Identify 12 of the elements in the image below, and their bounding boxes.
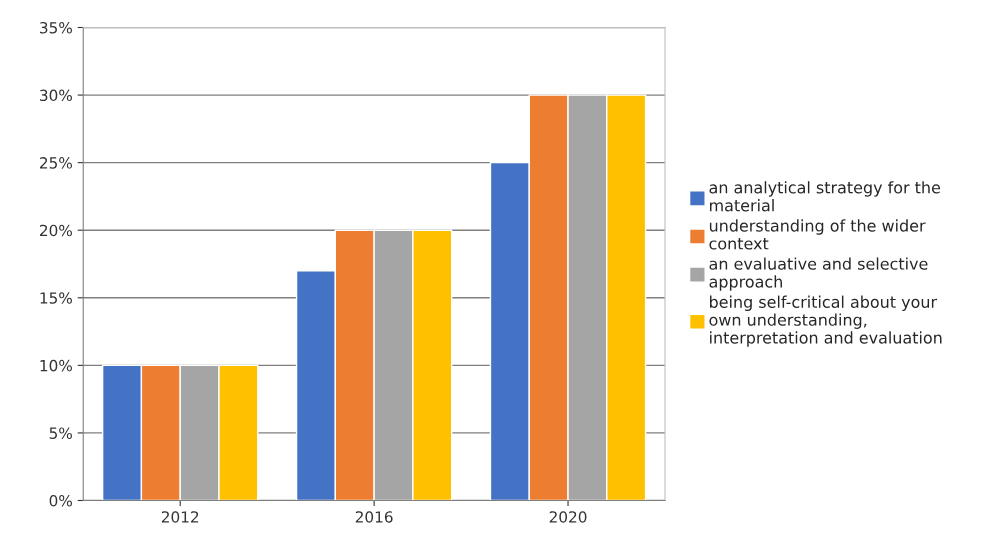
y-tick-label: 20% [39, 224, 72, 237]
x-tick-label: 2020 [549, 511, 587, 523]
y-tick-label: 15% [40, 292, 72, 304]
y-tick-label: 5% [49, 427, 72, 439]
y-tick-label: 25% [39, 157, 72, 169]
x-tick-label: 2016 [355, 511, 393, 523]
y-tick-label: 30% [40, 89, 72, 102]
y-tick-label: 0% [49, 494, 72, 507]
y-tick-label: 10% [40, 359, 72, 372]
legend-label: being self-critical about your own understanding, interpretation and evaluation [709, 295, 942, 347]
y-tick-label: 35% [40, 21, 72, 34]
x-tick-label: 2012 [161, 511, 199, 523]
